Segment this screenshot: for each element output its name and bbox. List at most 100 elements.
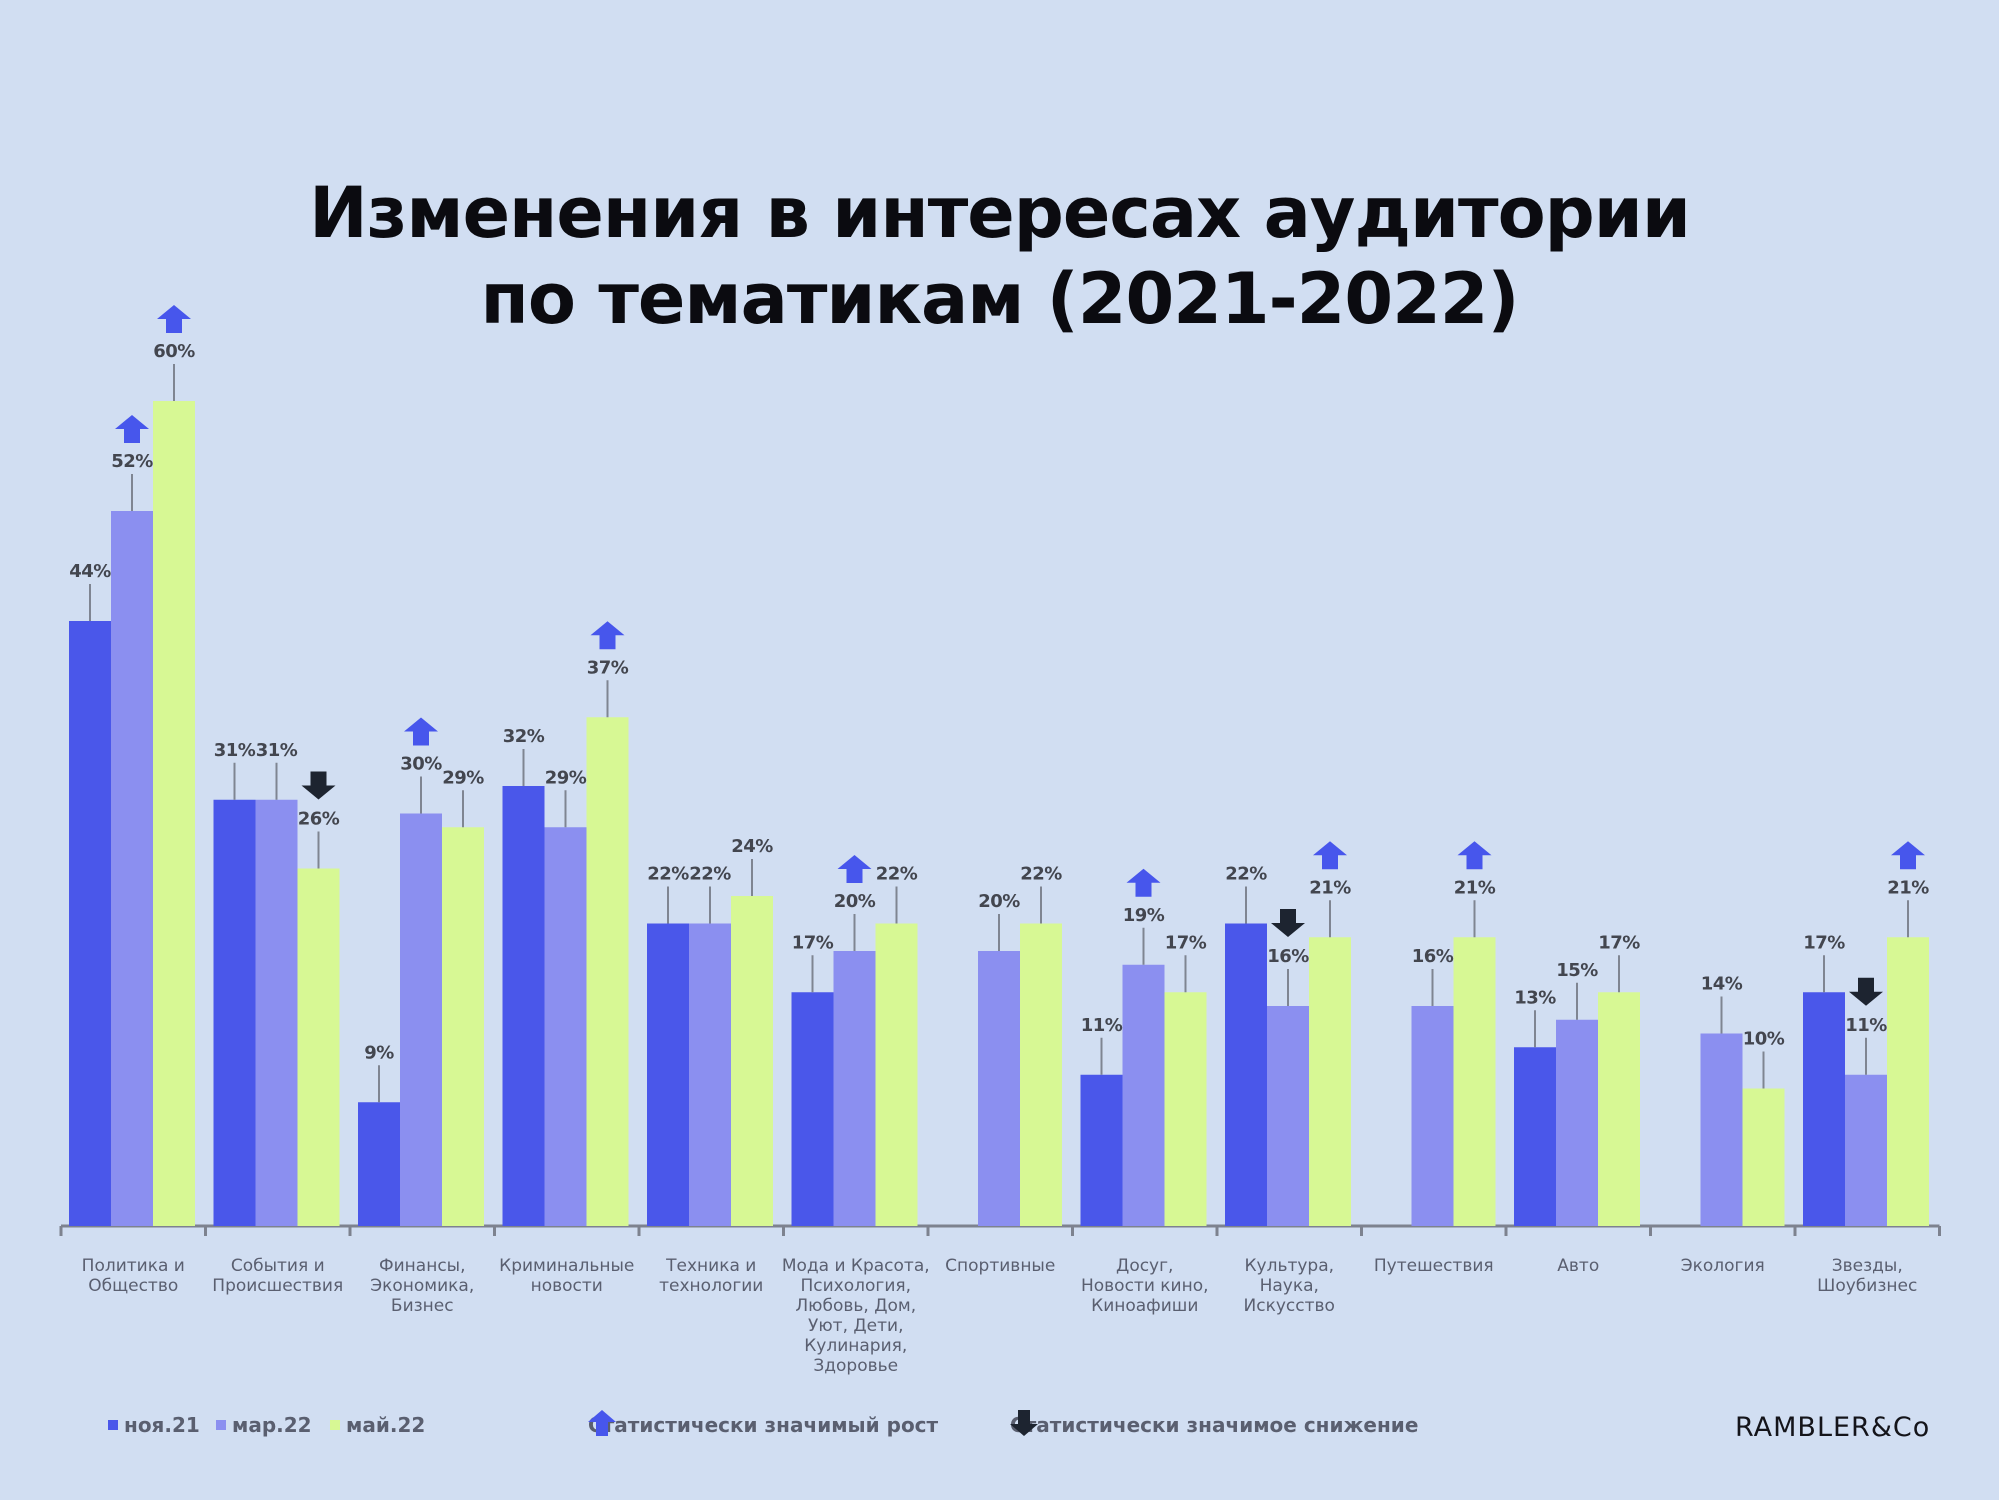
arrow-down-icon: [1849, 977, 1883, 1006]
value-label: 21%: [1454, 877, 1496, 898]
value-label: 19%: [1123, 905, 1165, 926]
category-label: Авто: [1557, 1256, 1599, 1276]
value-label: 29%: [545, 767, 587, 788]
bar-nov21: [213, 799, 256, 1226]
bar-may22: [297, 868, 340, 1226]
category-label: Криминальные новости: [499, 1256, 634, 1296]
value-label: 20%: [834, 891, 876, 912]
value-label: 22%: [876, 864, 918, 885]
category-label: Экология: [1681, 1256, 1765, 1276]
legend-swatch-nov21: [108, 1420, 118, 1430]
bar-mar22: [1845, 1074, 1887, 1226]
legend-label-significant-decrease: Статистически значимое снижение: [1010, 1413, 1419, 1437]
legend-item-significant-increase: Статистически значимый рост: [588, 1410, 938, 1440]
arrow-up-icon: [590, 621, 625, 650]
value-label: 60%: [153, 341, 195, 362]
arrow-up-icon: [1126, 868, 1161, 897]
bar-mar22: [400, 813, 442, 1226]
arrow-up-icon: [1457, 841, 1492, 870]
value-label: 15%: [1556, 960, 1598, 981]
bar-may22: [731, 896, 773, 1226]
legend-label-may22: май.22: [346, 1413, 426, 1437]
value-label: 22%: [1020, 864, 1062, 885]
legend-label-nov21: ноя.21: [124, 1413, 200, 1437]
legend-swatch-may22: [330, 1420, 340, 1430]
bar-mar22: [111, 511, 153, 1226]
arrow-down-icon: [1010, 1410, 1038, 1436]
value-label: 16%: [1412, 946, 1454, 967]
legend-item-mar22: мар.22: [216, 1410, 312, 1440]
value-label: 14%: [1701, 974, 1743, 995]
legend-item-significant-decrease: Статистически значимое снижение: [1010, 1410, 1418, 1440]
arrow-down-icon: [1271, 909, 1305, 937]
bar-mar22: [1700, 1033, 1743, 1226]
value-label: 16%: [1267, 946, 1309, 967]
bar-may22: [1742, 1088, 1785, 1226]
value-label: 44%: [69, 561, 111, 582]
arrow-up-icon: [404, 717, 438, 746]
value-label: 11%: [1845, 1015, 1887, 1036]
category-label: Спортивные: [945, 1256, 1055, 1276]
category-label: Досуг, Новости кино, Киноафиши: [1081, 1256, 1209, 1316]
category-label: Политика и Общество: [82, 1256, 185, 1296]
legend-item-nov21: ноя.21: [108, 1410, 200, 1440]
legend-label-mar22: мар.22: [232, 1413, 312, 1437]
value-label: 10%: [1743, 1029, 1785, 1050]
category-label: Мода и Красота, Психология, Любовь, Дом, Ую…: [782, 1256, 930, 1376]
category-label: Финансы, Экономика, Бизнес: [370, 1256, 474, 1316]
value-label: 17%: [1598, 932, 1640, 953]
arrow-up-icon: [1313, 841, 1347, 870]
chart-title-line-2: по тематикам (2021-2022): [480, 258, 1520, 340]
bar-nov21: [647, 923, 689, 1226]
bar-nov21: [1225, 923, 1267, 1226]
bar-nov21: [502, 786, 545, 1226]
chart-title-line-1: Изменения в интересах аудитории: [309, 172, 1691, 254]
bar-nov21: [791, 992, 834, 1226]
legend-label-significant-increase: Статистически значимый рост: [588, 1413, 939, 1437]
value-label: 11%: [1081, 1015, 1123, 1036]
bar-nov21: [1803, 992, 1845, 1226]
value-label: 37%: [587, 657, 629, 678]
value-label: 30%: [400, 754, 442, 775]
legend-item-may22: май.22: [330, 1410, 425, 1440]
bar-mar22: [1411, 1006, 1454, 1226]
arrow-up-icon: [157, 305, 191, 333]
bar-may22: [1020, 923, 1062, 1226]
value-label: 21%: [1887, 877, 1929, 898]
bar-may22: [153, 401, 195, 1226]
value-label: 17%: [1165, 932, 1207, 953]
category-label: Путешествия: [1374, 1256, 1494, 1276]
bar-mar22: [255, 799, 298, 1226]
bar-may22: [1453, 937, 1496, 1226]
arrow-up-icon: [837, 855, 872, 883]
bar-may22: [1598, 992, 1640, 1226]
value-label: 22%: [1225, 864, 1267, 885]
brand-logo: RAMBLER&Co: [1735, 1412, 1931, 1443]
value-label: 31%: [214, 740, 256, 761]
value-label: 13%: [1514, 987, 1556, 1008]
bar-may22: [875, 923, 918, 1226]
value-label: 31%: [256, 740, 298, 761]
value-label: 20%: [978, 891, 1020, 912]
category-label: Техника и технологии: [659, 1256, 763, 1296]
value-label: 21%: [1309, 877, 1351, 898]
bar-may22: [442, 827, 484, 1226]
bar-may22: [1309, 937, 1351, 1226]
arrow-up-icon: [588, 1410, 616, 1436]
value-label: 26%: [298, 809, 340, 830]
arrow-down-icon: [301, 771, 336, 800]
category-label: События и Происшествия: [212, 1256, 343, 1296]
value-label: 52%: [111, 451, 153, 472]
value-label: 9%: [364, 1042, 394, 1063]
value-label: 22%: [647, 864, 689, 885]
category-label: Культура, Наука, Искусство: [1244, 1256, 1335, 1316]
bar-may22: [1887, 937, 1929, 1226]
value-label: 32%: [503, 726, 545, 747]
bar-nov21: [1514, 1047, 1556, 1226]
bar-mar22: [833, 951, 876, 1226]
arrow-up-icon: [1891, 841, 1925, 870]
